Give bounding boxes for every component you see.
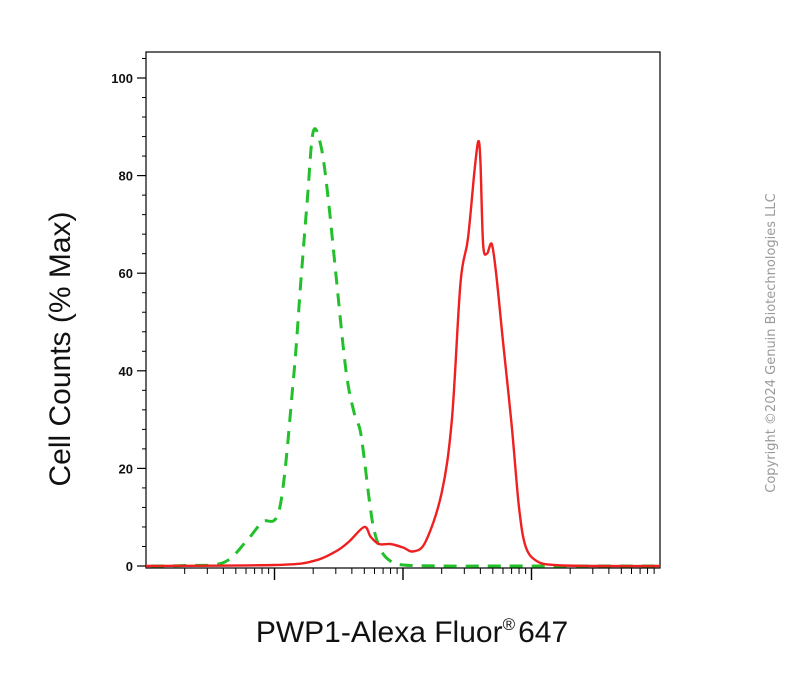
y-tick-label: 0 bbox=[126, 559, 133, 574]
x-axis bbox=[184, 568, 655, 580]
y-tick-label: 40 bbox=[119, 364, 133, 379]
y-tick-label: 80 bbox=[119, 169, 133, 184]
x-axis-title-registered-mark: ® bbox=[503, 615, 516, 634]
y-tick-label: 20 bbox=[119, 461, 133, 476]
pwp1-stained-solid-line bbox=[145, 139, 661, 568]
y-tick-label: 60 bbox=[119, 266, 133, 281]
y-axis: 0 20 40 60 80 100 bbox=[111, 57, 146, 574]
x-axis-title: PWP1-Alexa Fluor® 647 bbox=[256, 615, 568, 649]
series-layer bbox=[145, 127, 661, 568]
plot-frame bbox=[145, 51, 661, 569]
plot-border bbox=[145, 51, 661, 569]
copyright-watermark: Copyright ©2024 Genuin Biotechnologies L… bbox=[764, 193, 779, 492]
x-axis-title-suffix: 647 bbox=[518, 616, 568, 649]
y-axis-title: Cell Counts (% Max) bbox=[44, 211, 77, 486]
isotype-control-dashed-line bbox=[151, 127, 660, 568]
y-tick-label: 100 bbox=[111, 71, 133, 86]
x-axis-title-main: PWP1-Alexa Fluor bbox=[256, 616, 503, 649]
